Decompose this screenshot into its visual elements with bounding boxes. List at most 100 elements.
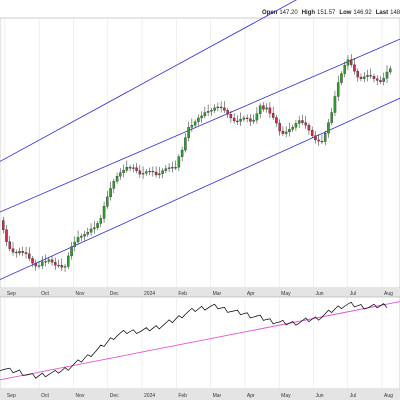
candle-body (177, 156, 181, 168)
candle-body (310, 130, 314, 136)
candle-body (252, 119, 255, 122)
lower-line (0, 301, 388, 379)
high-label: High (302, 10, 316, 16)
candle-body (239, 119, 242, 122)
low-label: Low (339, 10, 351, 16)
candle-body (28, 253, 31, 259)
candle-body (109, 188, 112, 198)
x-tick-label: 2024 (144, 291, 155, 297)
candle-body (284, 131, 288, 134)
candle-body (304, 122, 307, 126)
candle-body (99, 218, 103, 224)
candle-body (278, 122, 281, 132)
ohlc-header: Open 147.20 High 151.57 Low 146.92 Last 148 (262, 10, 400, 16)
x-tick-label: Dec (110, 291, 119, 297)
candle-body (24, 252, 28, 254)
candle-body (119, 172, 122, 177)
candle-body (297, 120, 301, 124)
candle-body (5, 229, 8, 242)
candle-body (340, 73, 343, 83)
candle-body (125, 167, 129, 171)
candle-body (171, 167, 174, 169)
candle-body (346, 59, 350, 66)
candle-body (356, 71, 359, 78)
open-label: Open (262, 10, 278, 16)
lower-line-series (0, 301, 400, 381)
candle-body (174, 167, 177, 169)
candle-body (83, 234, 86, 237)
candle-body (362, 76, 366, 79)
candle-body (76, 237, 80, 243)
candle-body (369, 75, 372, 77)
candle-body (382, 78, 385, 82)
x-tick-label: Feb (178, 393, 187, 399)
x-tick-label: Nov (75, 291, 84, 297)
candle-body (145, 171, 148, 174)
candle-body (18, 251, 21, 254)
x-tick-label: Mar (213, 393, 222, 399)
candle-body (366, 75, 369, 77)
candle-body (164, 168, 168, 171)
candle-body (158, 173, 161, 176)
x-tick-label: 2024 (144, 393, 155, 399)
x-tick-label: Jul (350, 291, 356, 297)
x-tick-label: Aug (384, 393, 393, 399)
candle-body (216, 106, 220, 109)
candle-body (141, 173, 145, 175)
candle-body (8, 241, 12, 249)
candle-body (203, 112, 207, 117)
candle-body (258, 105, 262, 114)
candle-body (167, 167, 171, 169)
candle-body (122, 170, 125, 173)
candle-body (187, 127, 190, 138)
candle-body (255, 113, 259, 121)
candle-body (102, 206, 106, 219)
candle-body (57, 265, 60, 267)
candle-body (372, 76, 376, 79)
x-tick-label: Feb (178, 291, 187, 297)
candle-body (242, 117, 246, 120)
lower-panel (0, 296, 400, 390)
candle-body (232, 117, 236, 122)
x-tick-label: Mar (213, 291, 222, 297)
candle-body (353, 64, 356, 72)
candle-body (271, 113, 275, 118)
lower-trendline (0, 301, 400, 381)
candle-body (323, 133, 327, 142)
date-axis-bottom (0, 389, 400, 400)
candle-body (314, 135, 317, 141)
x-tick-label: Apr (247, 291, 255, 297)
x-tick-label: Sep (7, 291, 16, 297)
candle-body (128, 167, 132, 169)
candle-body (349, 59, 353, 65)
candle-body (317, 139, 320, 142)
x-tick-label: Aug (384, 291, 393, 297)
candle-body (193, 121, 197, 126)
candle-body (115, 176, 119, 182)
candle-body (44, 261, 47, 263)
channel-lines (0, 0, 400, 280)
candle-body (301, 120, 304, 123)
channel-line-middle (0, 38, 400, 213)
candles (2, 54, 392, 272)
candle-body (60, 265, 64, 268)
candle-body (54, 262, 57, 266)
candle-body (154, 171, 158, 176)
candle-body (151, 170, 155, 173)
last-value: 148 (390, 10, 400, 16)
x-tick-label: May (281, 393, 291, 399)
candle-body (210, 110, 213, 112)
candle-body (47, 259, 51, 262)
x-tick-label: Sep (7, 393, 16, 399)
candle-body (190, 125, 194, 128)
candle-body (379, 80, 382, 82)
low-value: 146.92 (353, 10, 372, 16)
x-tick-label: Nov (75, 393, 84, 399)
candle-body (11, 248, 15, 253)
x-tick-label: Jun (315, 393, 323, 399)
candle-body (148, 170, 151, 173)
candle-body (294, 123, 298, 128)
candle-body (138, 170, 142, 175)
